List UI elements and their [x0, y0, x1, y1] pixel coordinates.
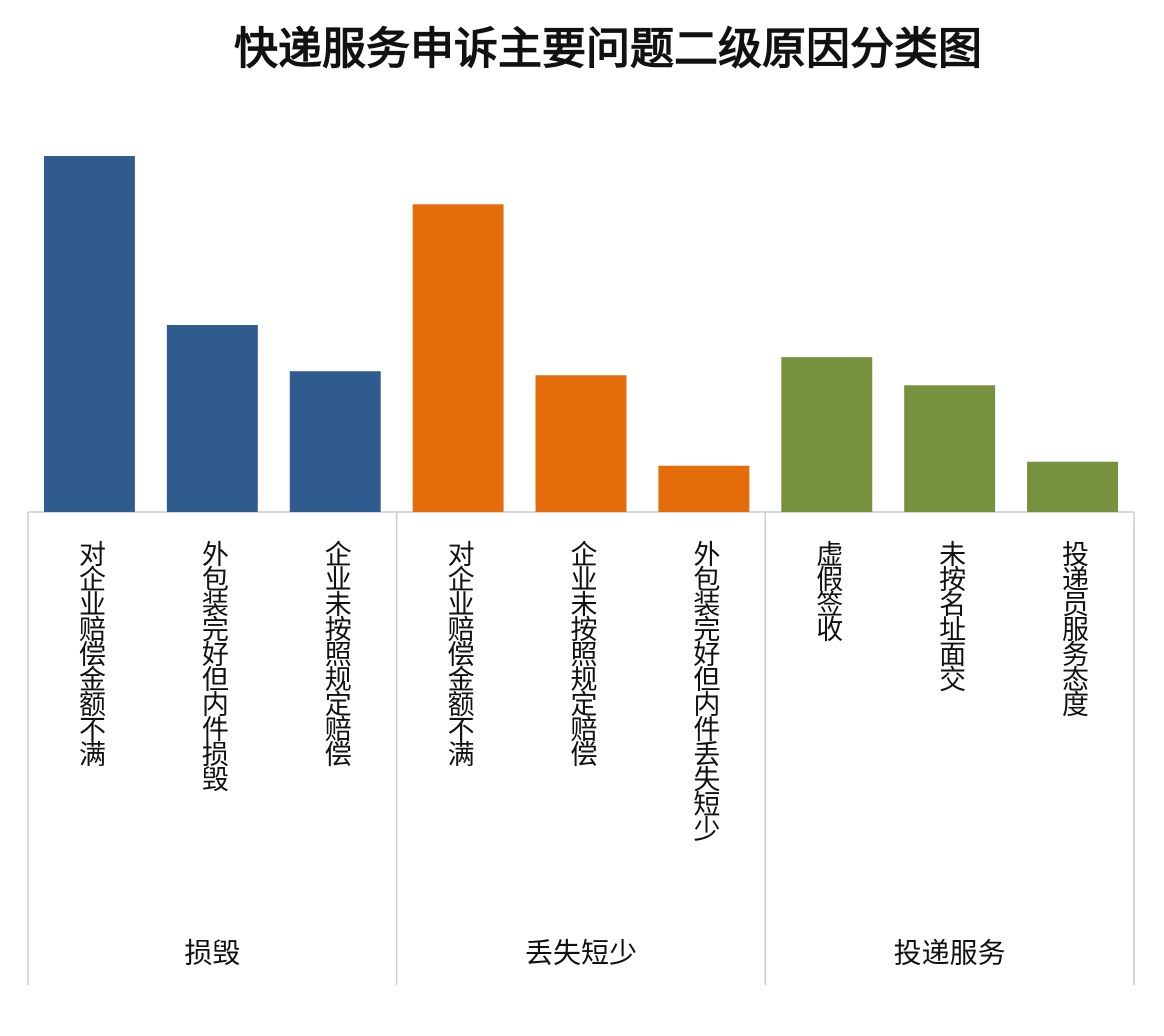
- x-tick-label: 投递员服务态度: [1057, 540, 1089, 717]
- x-tick-label: 企业未按照规定赔偿: [566, 540, 598, 767]
- x-tick-label: 对企业赔偿金额不满: [74, 540, 106, 767]
- x-tick-label: 企业未按照规定赔偿: [320, 540, 352, 767]
- bar: [412, 204, 504, 513]
- x-tick-label: 外包装完好但内件丢失短少: [688, 540, 720, 841]
- x-tick-label: 对企业赔偿金额不满: [443, 540, 475, 767]
- bar: [1027, 461, 1119, 512]
- group-label: 投递服务: [894, 937, 1006, 970]
- bar: [166, 324, 258, 512]
- x-tick-label: 虚假签收: [811, 540, 843, 642]
- x-tick-label: 外包装完好但内件损毁: [197, 540, 229, 792]
- bar: [781, 357, 873, 512]
- bar: [289, 371, 381, 512]
- bar: [535, 375, 627, 512]
- x-tick-label: 未按名址面交: [934, 540, 966, 692]
- group-label: 丢失短少: [525, 937, 637, 970]
- chart-title: 快递服务申诉主要问题二级原因分类图: [234, 24, 982, 75]
- bar: [658, 465, 750, 512]
- group-label: 损毁: [184, 937, 240, 970]
- bar: [43, 156, 135, 513]
- bar: [904, 385, 996, 512]
